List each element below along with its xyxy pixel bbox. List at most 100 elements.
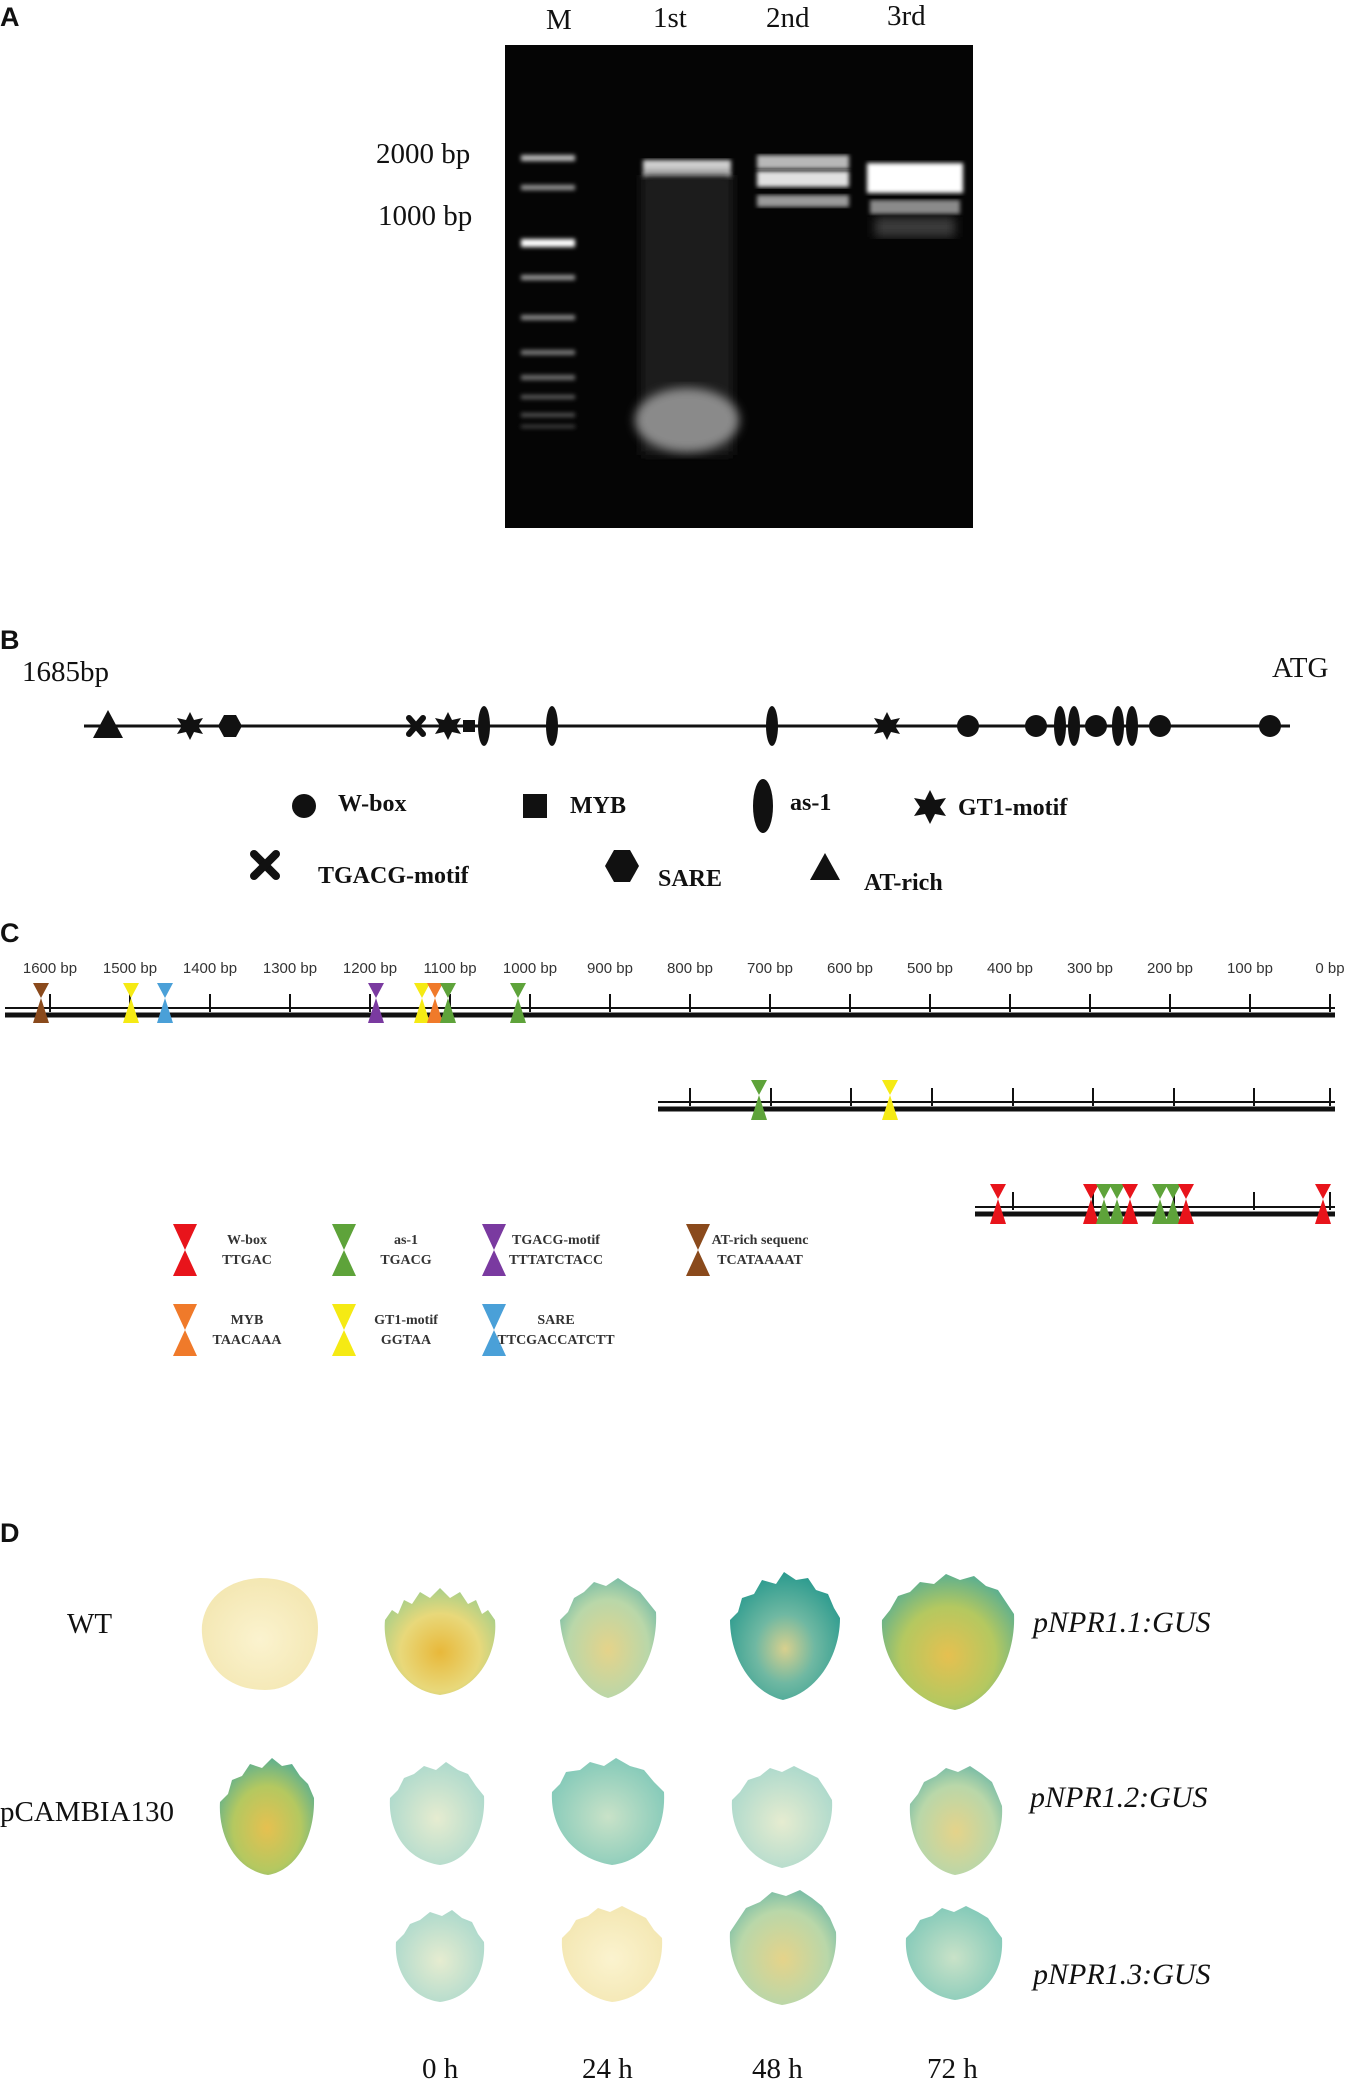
as1-mark [766, 706, 778, 746]
legend-myb-symbol [523, 794, 547, 818]
sare-mark [218, 715, 242, 737]
svg-text:GT1-motif: GT1-motif [374, 1313, 438, 1328]
legend-item-gt1-motif: GT1-motif GGTAA [332, 1304, 438, 1356]
legend-tgacg-symbol [250, 850, 280, 880]
wbox-mark [1149, 715, 1171, 737]
scale-tick-label: 500 bp [907, 960, 953, 977]
lane-label-1st: 1st [653, 2, 687, 34]
svg-text:TCATAAAAT: TCATAAAAT [717, 1253, 803, 1268]
marker-2000bp: 2000 bp [376, 138, 471, 170]
gel-image [505, 45, 973, 528]
element-legend: W-box TTGAC as-1 TGACG TGACG-motif TTTATCTACC… [173, 1224, 808, 1356]
scale-tick-label: 1200 bp [343, 960, 397, 977]
ladder-lane [521, 155, 575, 428]
full-bar-elements [33, 983, 526, 1023]
wbox-mark [957, 715, 979, 737]
as1-mark [1054, 706, 1066, 746]
legend-atrich-symbol [810, 853, 840, 880]
leaf-1-48h [730, 1572, 840, 1700]
scale-tick-label: 300 bp [1067, 960, 1113, 977]
svg-text:TTGAC: TTGAC [222, 1253, 272, 1268]
leaf-2-24h [551, 1758, 665, 1865]
legend-gt1-label: GT1-motif [958, 795, 1068, 821]
legend-tgacg-label: TGACG-motif [318, 863, 469, 889]
panel-label-a: A [0, 2, 20, 32]
lane-label-2nd: 2nd [766, 2, 810, 34]
as1-mark [546, 706, 558, 746]
as1-mark [478, 706, 490, 746]
leaf-3-0h [395, 1910, 485, 2002]
time-0h: 0 h [422, 2053, 459, 2085]
legend-as1-label: as-1 [790, 790, 832, 816]
legend-sare-symbol [605, 850, 639, 882]
svg-text:W-box: W-box [227, 1233, 267, 1248]
row-label-wt: WT [67, 1608, 113, 1640]
leaf-2-0h [389, 1762, 485, 1865]
full-promoter-bar [5, 994, 1335, 1018]
at-rich-mark [93, 710, 123, 738]
scale-tick-label: 100 bp [1227, 960, 1273, 977]
myb-mark [463, 720, 475, 732]
panel-label-c: C [0, 918, 20, 948]
legend-myb-label: MYB [570, 793, 626, 819]
legend-item-sare: SARE TTCGACCATCTT [482, 1304, 615, 1356]
gt1-mark [435, 712, 461, 740]
scale-tick-label: 600 bp [827, 960, 873, 977]
legend-wbox-symbol [292, 794, 316, 818]
scale-tick-label: 1500 bp [103, 960, 157, 977]
leaf-wt [201, 1578, 318, 1690]
as1-mark [1126, 706, 1138, 746]
leaf-1-0h [384, 1588, 496, 1695]
gt1-mark [874, 712, 900, 740]
svg-text:GGTAA: GGTAA [381, 1333, 432, 1348]
wbox-mark [1085, 715, 1107, 737]
legend-wbox-label: W-box [338, 791, 407, 817]
time-72h: 72 h [927, 2053, 978, 2085]
gus-leaf-images [201, 1572, 1015, 2005]
tgacg-mark [406, 715, 426, 737]
svg-text:TTTATCTACC: TTTATCTACC [509, 1253, 603, 1268]
row-label-pcambia: pCAMBIA130 [0, 1796, 175, 1828]
scale-tick-label: 1600 bp [23, 960, 77, 977]
scale-tick-label: 800 bp [667, 960, 713, 977]
legend-item-as-1: as-1 TGACG [332, 1224, 432, 1276]
lane-1st [635, 160, 739, 455]
map-end-label: ATG [1272, 652, 1329, 684]
scale-tick-label: 1100 bp [423, 960, 476, 977]
time-48h: 48 h [752, 2053, 803, 2085]
construct-pnpr1-3: pNPR1.3:GUS [1033, 1958, 1211, 1991]
lane-label-3rd: 3rd [887, 0, 926, 32]
time-24h: 24 h [582, 2053, 633, 2085]
lane-3rd [867, 163, 963, 237]
leaf-3-48h [729, 1890, 837, 2005]
legend-item-at-rich-sequenc: AT-rich sequenc TCATAAAAT [686, 1224, 808, 1276]
scale-tick-label: 1000 bp [503, 960, 557, 977]
leaf-pcambia [219, 1758, 315, 1875]
scale-tick-label: 1400 bp [183, 960, 237, 977]
wbox-mark [1025, 715, 1047, 737]
panel-label-d: D [0, 1518, 20, 1548]
legend-item-myb: MYB TAACAAA [173, 1304, 282, 1356]
construct-pnpr1-2: pNPR1.2:GUS [1030, 1781, 1208, 1814]
wbox-mark [1259, 715, 1281, 737]
legend-atrich-label: AT-rich [864, 870, 943, 896]
panel-label-b: B [0, 625, 20, 655]
scaled-element-map: 1600 bp 1500 bp 1400 bp 1300 bp 1200 bp 1100 … [5, 960, 1345, 1356]
leaf-2-48h [731, 1766, 833, 1868]
leaf-3-72h [905, 1906, 1003, 2000]
as1-mark [1112, 706, 1124, 746]
scale-tick-label: 200 bp [1147, 960, 1193, 977]
legend-sare-label: SARE [658, 866, 723, 892]
svg-text:as-1: as-1 [394, 1233, 418, 1248]
leaf-3-24h [561, 1906, 663, 2002]
leaf-2-72h [909, 1766, 1003, 1875]
svg-text:SARE: SARE [537, 1313, 574, 1328]
scale-tick-label: 400 bp [987, 960, 1033, 977]
scale-tick-label: 0 bp [1315, 960, 1344, 977]
legend-gt1-symbol [914, 790, 946, 824]
scale-tick-label: 700 bp [747, 960, 793, 977]
scale-tick-label: 900 bp [587, 960, 633, 977]
lane-label-m: M [546, 4, 572, 36]
scale-tick-label: 1300 bp [263, 960, 317, 977]
truncated-promoter-bar-3 [975, 1184, 1335, 1224]
